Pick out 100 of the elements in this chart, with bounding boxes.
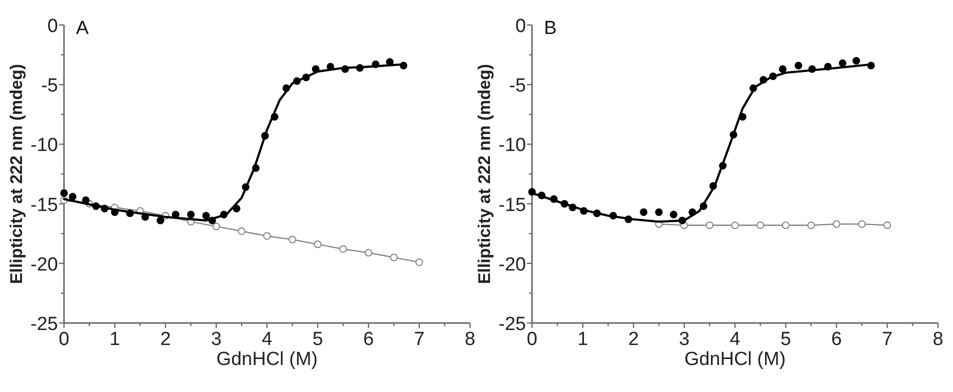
y-tick-label: -10	[498, 135, 526, 156]
point	[749, 84, 758, 92]
point	[560, 200, 568, 208]
point	[738, 112, 746, 121]
x-tick-label: 8	[932, 329, 944, 350]
point	[719, 162, 727, 170]
point	[670, 210, 678, 218]
point	[858, 220, 866, 228]
point	[232, 204, 240, 212]
point	[242, 183, 250, 191]
point	[372, 60, 380, 68]
x-tick-label: 7	[414, 329, 425, 350]
point	[202, 212, 210, 220]
point	[60, 189, 68, 197]
point	[709, 182, 717, 190]
point	[760, 76, 768, 84]
point	[390, 254, 398, 262]
point	[68, 192, 76, 200]
point	[769, 72, 777, 80]
point	[339, 245, 347, 253]
point	[252, 164, 260, 172]
point	[706, 221, 714, 230]
x-axis-title: GdnHCl (M)	[216, 349, 318, 370]
y-tick-label: -25	[498, 314, 526, 335]
x-tick-label: 5	[780, 329, 792, 350]
point	[883, 221, 892, 230]
point	[756, 221, 764, 230]
x-axis-title: GdnHCl (M)	[684, 349, 786, 370]
point	[220, 210, 228, 218]
y-tick-label: -10	[30, 135, 58, 156]
y-axis-title: Ellipticity at 222 nm (mdeg)	[7, 64, 26, 284]
point	[341, 65, 349, 73]
x-tick-label: 6	[363, 329, 374, 350]
point	[778, 65, 787, 73]
point	[100, 204, 108, 212]
point	[609, 212, 617, 220]
point	[293, 77, 301, 85]
point	[92, 202, 100, 210]
point	[187, 210, 195, 218]
point	[314, 240, 322, 248]
point	[110, 208, 119, 216]
point	[550, 195, 558, 203]
point	[700, 202, 708, 210]
point	[832, 220, 840, 228]
point	[261, 132, 269, 140]
point	[356, 64, 364, 72]
point	[568, 204, 576, 212]
point	[807, 221, 815, 230]
y-tick-label: -15	[498, 194, 526, 216]
y-tick-label: 0	[47, 16, 58, 37]
point	[126, 210, 134, 218]
x-tick-label: 2	[628, 329, 639, 350]
point	[640, 208, 648, 216]
y-tick-label: -5	[509, 76, 526, 97]
point	[580, 207, 588, 215]
point	[282, 84, 290, 92]
point	[678, 216, 686, 224]
point	[730, 130, 738, 138]
point	[263, 232, 271, 240]
point	[270, 112, 278, 121]
x-tick-label: 2	[160, 329, 171, 350]
point	[400, 62, 408, 70]
point	[302, 74, 310, 82]
y-tick-label: 0	[515, 16, 526, 37]
chart-title: A	[76, 18, 89, 39]
point	[208, 216, 216, 224]
point	[288, 236, 296, 244]
x-tick-label: 3	[678, 329, 690, 350]
point	[688, 208, 696, 216]
point	[141, 213, 149, 221]
point	[838, 59, 846, 67]
x-tick-label: 3	[210, 329, 222, 350]
point	[538, 192, 546, 200]
y-tick-label: -20	[498, 254, 526, 276]
x-tick-label: 1	[577, 329, 588, 350]
y-tick-label: -25	[30, 314, 58, 335]
x-tick-label: 5	[312, 329, 324, 350]
point	[212, 222, 220, 230]
point	[655, 208, 663, 216]
point	[364, 248, 372, 256]
x-tick-label: 1	[109, 329, 120, 350]
point	[808, 65, 816, 73]
x-tick-label: 4	[730, 329, 741, 350]
point	[794, 62, 802, 70]
x-tick-label: 8	[464, 329, 476, 350]
point	[782, 221, 790, 230]
x-tick-label: 4	[262, 329, 273, 350]
point	[528, 188, 536, 196]
point	[415, 258, 424, 266]
point	[731, 221, 739, 230]
y-tick-label: -5	[41, 76, 58, 97]
point	[852, 56, 860, 65]
x-tick-label: 7	[882, 329, 893, 350]
x-tick-label: 6	[831, 329, 842, 350]
point	[238, 227, 246, 236]
point	[624, 215, 632, 224]
point	[312, 65, 320, 73]
point	[593, 210, 601, 218]
y-tick-label: -20	[30, 254, 58, 276]
chart-title: B	[544, 18, 557, 39]
